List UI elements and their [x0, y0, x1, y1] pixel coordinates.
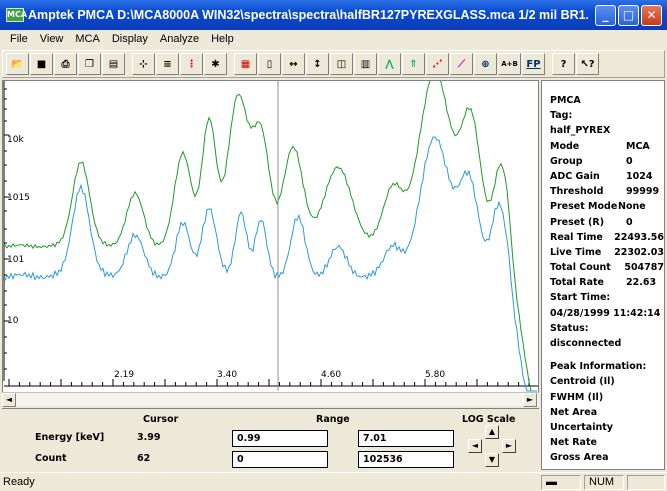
menu-analyze[interactable]: Analyze [159, 33, 200, 45]
x-label-3.40: 3.40 [217, 370, 238, 380]
count-range-low-input[interactable]: 0 [232, 451, 328, 468]
info-tag-label: Tag: [550, 110, 573, 122]
context-help-icon[interactable]: ↖? [576, 53, 599, 75]
save-icon[interactable]: ■ [30, 53, 53, 75]
count-range-high-input[interactable]: 102536 [358, 451, 454, 468]
traffic-light-icon[interactable]: ⋮ [180, 53, 203, 75]
menu-bar: File View MCA Display Analyze Help [0, 30, 667, 48]
log-left-icon[interactable]: ◄ [468, 439, 482, 453]
peak-net-rate: Net Rate [550, 437, 597, 449]
info-row: Preset Mode None [550, 201, 646, 213]
y-label-1015: 1015 [7, 193, 30, 203]
x-label-4.60: 4.60 [321, 370, 342, 380]
peak-fwhm: FWHM (Il) [550, 391, 604, 403]
print-icon[interactable]: ⎙ [54, 53, 77, 75]
autoscale-icon[interactable]: ⇑ [402, 53, 425, 75]
spectrum-trace-blue [4, 136, 537, 392]
linear-icon[interactable]: ⟋ [450, 53, 473, 75]
expand-icon[interactable]: ↔ [282, 53, 305, 75]
properties-icon[interactable]: ▤ [102, 53, 125, 75]
copy-icon[interactable]: ❐ [78, 53, 101, 75]
info-panel: PMCA Tag: half_PYREX Mode MCA Group 0 ADC … [541, 80, 665, 470]
resize-grip-icon [627, 475, 665, 490]
peak-centroid: Centroid (Il) [550, 376, 615, 388]
cursor-header: Cursor [143, 414, 179, 425]
num-indicator: NUM [584, 475, 624, 490]
open-icon[interactable]: 📂 [6, 53, 29, 75]
title-bar: MCA Amptek PMCA D:\MCA8000A WIN32\spectr… [0, 0, 667, 30]
count-cursor-value: 62 [137, 453, 151, 464]
zoom-icon[interactable]: ⊕ [474, 53, 497, 75]
peak-net-area: Net Area [550, 406, 598, 418]
range-header: Range [316, 414, 350, 425]
info-start-label: Start Time: [550, 292, 611, 304]
info-row: Real Time 22493.56 [550, 231, 664, 243]
log-up-icon[interactable]: ▲ [485, 425, 499, 439]
status-indicator-icon: ▬ [541, 475, 581, 490]
y-label-10: 10 [7, 316, 19, 326]
info-row: Threshold 99999 [550, 186, 660, 198]
x-label-5.80: 5.80 [425, 370, 446, 380]
info-tag-value: half_PYREX [550, 125, 611, 137]
energy-range-high-input[interactable]: 7.01 [358, 430, 454, 447]
log-right-icon[interactable]: ► [502, 439, 516, 453]
status-bar: Ready ▬ NUM [0, 472, 667, 491]
peak-header: Peak Information: [550, 361, 647, 373]
close-button[interactable]: ✕ [641, 5, 662, 26]
scroll-left-icon[interactable]: ◄ [2, 393, 16, 407]
toolbar: 📂 ■ ⎙ ❐ ▤ ⊹ ≡ ⋮ ✱ ▦ ▯ ↔ ↕ ◫ ▥ ⋀ ⇑ ⋰ ⟋ ⊕ … [2, 50, 665, 78]
menu-help[interactable]: Help [211, 33, 234, 45]
bar-icon[interactable]: ▥ [354, 53, 377, 75]
info-device: PMCA [550, 95, 581, 106]
spectrum-svg [3, 71, 538, 392]
info-start-time: 04/28/1999 11:42:14 [550, 307, 661, 319]
spectrum-plot[interactable]: 10k 1015 101 10 2.19 3.40 4.60 5.80 [2, 71, 539, 406]
compress-icon[interactable]: ↕ [306, 53, 329, 75]
peak-uncertainty: Uncertainty [550, 421, 613, 433]
compare-icon[interactable]: A+B [498, 53, 521, 75]
count-label: Count [35, 453, 67, 464]
log-icon[interactable]: ⋰ [426, 53, 449, 75]
info-row: Preset (R) 0 [550, 216, 633, 228]
help-icon[interactable]: ? [552, 53, 575, 75]
status-text: Ready [3, 476, 35, 488]
roi-icon[interactable]: ≡ [156, 53, 179, 75]
x-label-2.19: 2.19 [114, 370, 135, 380]
fullscale-icon[interactable]: ◫ [330, 53, 353, 75]
info-row: Live Time 22302.03 [550, 246, 664, 258]
info-row: Total Count 504787 [550, 262, 664, 274]
log-down-icon[interactable]: ▼ [485, 453, 499, 467]
menu-display[interactable]: Display [111, 33, 148, 45]
log-scale-header: LOG Scale [462, 414, 516, 425]
y-label-10k: 10k [7, 135, 24, 145]
peak-gross-area: Gross Area [550, 452, 609, 464]
clear-icon[interactable]: ✱ [204, 53, 227, 75]
info-row: Mode MCA [550, 140, 650, 152]
energy-cursor-value: 3.99 [137, 432, 161, 443]
energy-range-low-input[interactable]: 0.99 [232, 430, 328, 447]
single-icon[interactable]: ▯ [258, 53, 281, 75]
horizontal-scrollbar[interactable]: ◄ ► [2, 392, 539, 407]
line-icon[interactable]: ⋀ [378, 53, 401, 75]
cursor-range-panel: Cursor Range LOG Scale Energy [keV] 3.99… [2, 408, 539, 470]
scroll-right-icon[interactable]: ► [523, 393, 537, 407]
color-icon[interactable]: ▦ [234, 53, 257, 75]
info-row: ADC Gain 1024 [550, 170, 653, 182]
info-status-label: Status: [550, 322, 589, 334]
info-status: disconnected [550, 338, 622, 349]
minimize-button[interactable]: _ [595, 5, 616, 26]
menu-file[interactable]: File [10, 33, 28, 45]
window-title: Amptek PMCA D:\MCA8000A WIN32\spectra\sp… [28, 8, 588, 22]
fpl-icon[interactable]: FP [522, 53, 545, 75]
maximize-button[interactable]: □ [618, 5, 639, 26]
y-label-101: 101 [7, 255, 25, 265]
menu-mca[interactable]: MCA [75, 33, 100, 45]
info-row: Group 0 [550, 155, 633, 167]
app-icon: MCA [6, 8, 27, 22]
spectrum-trace-green [4, 71, 537, 392]
menu-view[interactable]: View [39, 33, 64, 45]
energy-label: Energy [keV] [35, 432, 105, 443]
calibrate-icon[interactable]: ⊹ [132, 53, 155, 75]
info-row: Total Rate 22.63 [550, 277, 657, 289]
